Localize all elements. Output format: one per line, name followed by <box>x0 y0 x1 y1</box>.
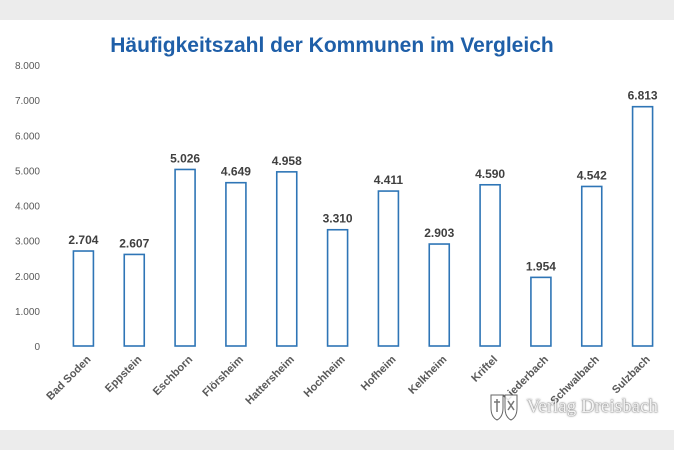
coat-of-arms-icon <box>490 394 518 421</box>
x-tick-label: Kriftel <box>469 354 500 385</box>
data-label: 4.542 <box>577 168 607 182</box>
bar <box>174 168 196 347</box>
bar <box>225 181 247 347</box>
x-tick-label: Kelkheim <box>406 353 449 396</box>
bars <box>72 105 654 347</box>
x-tick-label: Hattersheim <box>243 353 297 407</box>
bar <box>428 243 451 347</box>
x-tick-label: Flörsheim <box>200 353 246 399</box>
y-tick-label: 0 <box>34 342 40 353</box>
y-tick-label: 1.000 <box>15 307 40 318</box>
data-label: 6.813 <box>628 89 658 103</box>
bar <box>72 250 95 347</box>
bar <box>377 190 400 347</box>
bar <box>479 183 501 347</box>
y-tick-label: 4.000 <box>15 202 40 213</box>
x-tick-label: Eschborn <box>151 353 196 398</box>
bar <box>275 171 298 347</box>
y-axis-ticks: 0 1.000 2.000 3.000 4.000 5.000 6.000 7.000 8.00… <box>15 61 40 353</box>
data-label: 2.903 <box>424 226 454 240</box>
chart-title: Häufigkeitszahl der Kommunen im Vergleic… <box>110 34 553 57</box>
bar <box>326 228 349 347</box>
data-label: 1.954 <box>526 259 556 273</box>
data-label: 2.607 <box>119 236 149 250</box>
bar <box>631 105 654 347</box>
y-tick-label: 2.000 <box>15 272 40 283</box>
data-label: 2.704 <box>68 233 98 247</box>
x-tick-label: Eppstein <box>103 353 145 395</box>
bar <box>530 276 552 347</box>
y-tick-label: 7.000 <box>15 96 40 107</box>
data-label: 5.026 <box>170 151 200 165</box>
x-tick-label: Hochheim <box>302 353 348 399</box>
watermark-text: Verlag Dreisbach <box>526 396 658 417</box>
x-tick-label: Bad Soden <box>44 353 93 402</box>
chart-frame: Häufigkeitszahl der Kommunen im Vergleic… <box>0 20 674 430</box>
x-tick-label: Hofheim <box>359 353 399 393</box>
data-label: 4.590 <box>475 167 505 181</box>
y-tick-label: 3.000 <box>15 237 40 248</box>
chart: Häufigkeitszahl der Kommunen im Vergleic… <box>15 34 658 407</box>
y-tick-label: 5.000 <box>15 166 40 177</box>
data-label: 4.958 <box>272 154 302 168</box>
data-label: 4.411 <box>374 173 404 187</box>
y-tick-label: 6.000 <box>15 131 40 142</box>
data-label: 3.310 <box>323 212 353 226</box>
data-label: 4.649 <box>221 165 251 179</box>
y-tick-label: 8.000 <box>15 61 40 72</box>
x-tick-label: Sulzbach <box>610 353 653 396</box>
bar <box>580 185 603 347</box>
watermark: Verlag Dreisbach <box>487 392 658 422</box>
data-labels: 2.704 2.607 5.026 4.649 4.958 3.310 4.411 2.903… <box>68 89 658 274</box>
bar <box>123 253 146 347</box>
